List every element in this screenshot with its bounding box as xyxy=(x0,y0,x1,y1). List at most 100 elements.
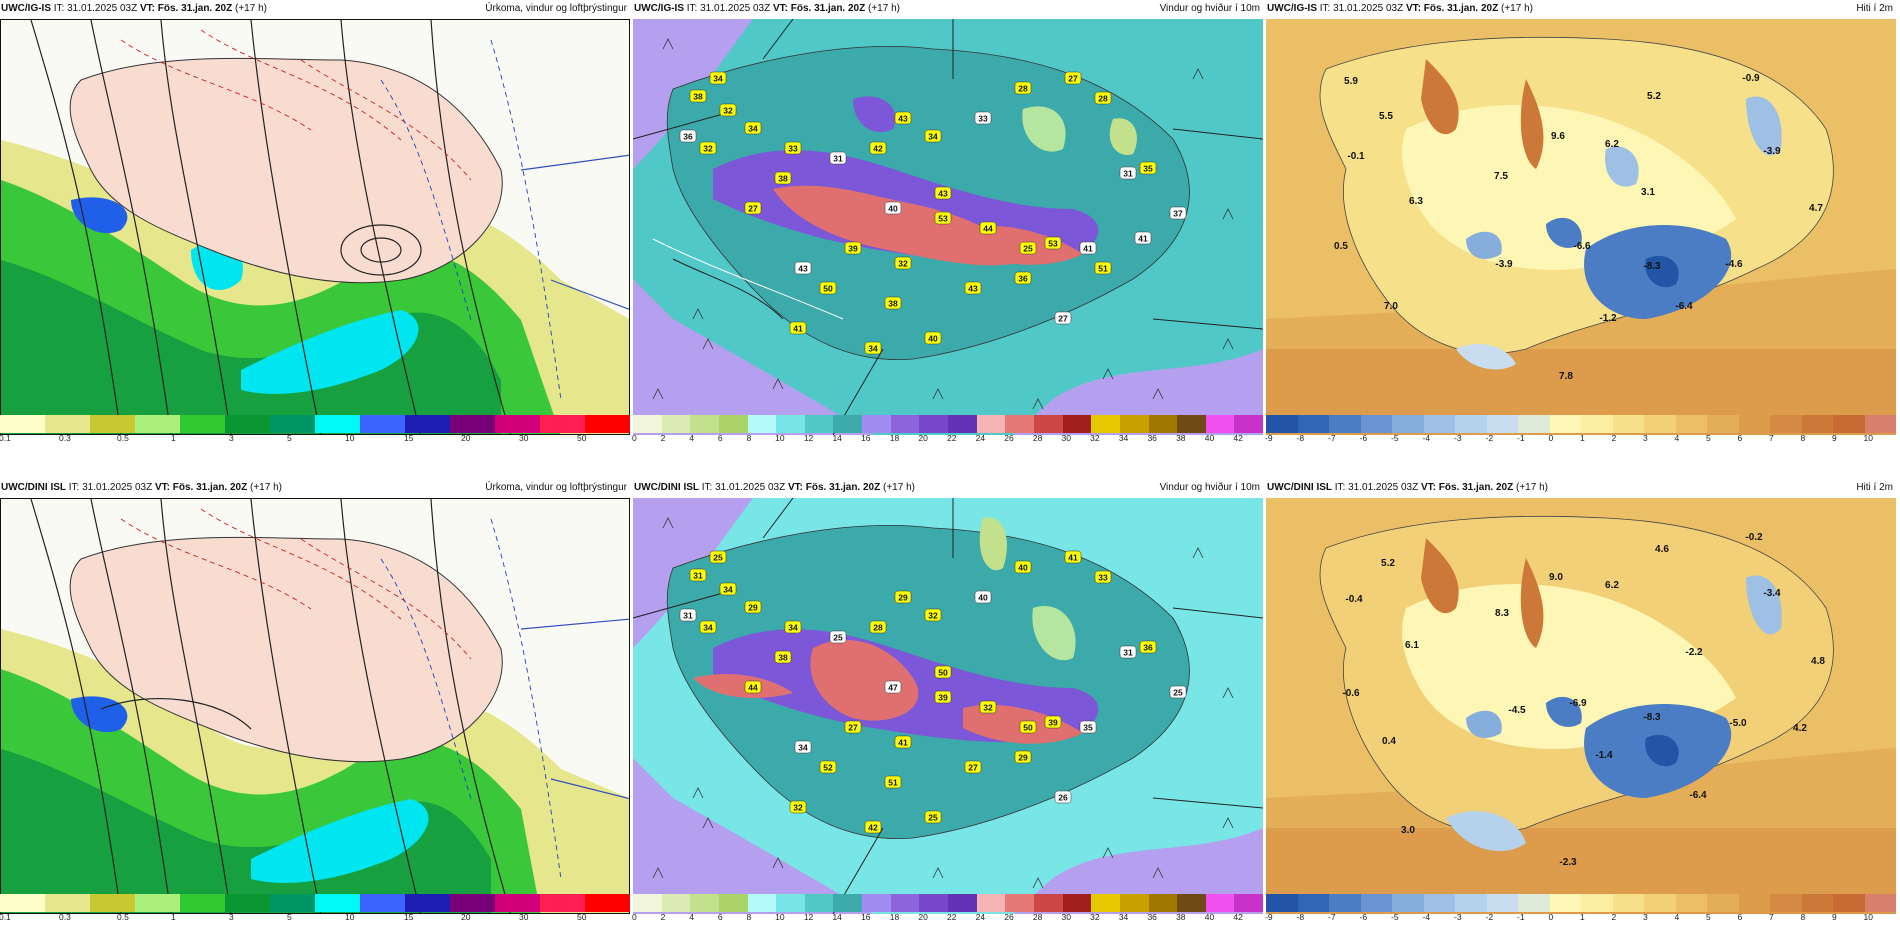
colorbar-tick: 20 xyxy=(461,433,471,443)
map-precip[interactable] xyxy=(0,498,630,914)
wind-label: 35 xyxy=(1083,723,1093,733)
temperature-label: -6.4 xyxy=(1675,301,1693,312)
colorbar-swatch xyxy=(1091,894,1120,912)
colorbar-swatch xyxy=(270,415,315,433)
colorbar-swatch xyxy=(1675,894,1707,912)
wind-label: 31 xyxy=(833,154,843,164)
wind-label-box xyxy=(894,111,912,125)
wind-label: 43 xyxy=(798,264,808,274)
wind-label: 40 xyxy=(978,593,988,603)
colorbar-tick: 3 xyxy=(1643,912,1648,922)
colorbar-swatch xyxy=(948,415,977,433)
temperature-label: -8.3 xyxy=(1643,712,1661,723)
colorbar-tick: 2 xyxy=(660,912,666,922)
colorbar-tick: 4 xyxy=(1674,433,1680,443)
panel-wind-dini: UWC/DINI ISL IT: 31.01.2025 03Z VT: Fös.… xyxy=(632,479,1264,941)
wind-label-box xyxy=(1139,161,1157,175)
colorbar-swatch xyxy=(135,415,180,433)
colorbar-swatch xyxy=(315,415,360,433)
colorbar-swatch xyxy=(1392,894,1424,912)
wind-label: 33 xyxy=(1098,573,1108,583)
valid-time: Fös. 31.jan. 20Z xyxy=(172,482,248,493)
map-wind[interactable]: 25 31 34 31 29 34 34 25 28 29 32 40 40 41 33 31 36 38 44 47… xyxy=(633,498,1263,914)
colorbar-tick: 4 xyxy=(689,433,694,443)
colorbar-tick: 0.5 xyxy=(117,433,129,443)
wind-label: 29 xyxy=(1018,753,1028,763)
colorbar-tick: 16 xyxy=(861,433,871,443)
temperature-label: 7.5 xyxy=(1494,171,1508,182)
colorbar-tick: 30 xyxy=(519,912,529,922)
colorbar-tick: 3 xyxy=(229,433,234,443)
wind-label-box xyxy=(789,321,807,335)
panel-temp-igis: UWC/IG-IS IT: 31.01.2025 03Z VT: Fös. 31… xyxy=(1265,0,1896,462)
wind-label: 32 xyxy=(703,144,713,154)
wind-label-box xyxy=(1014,560,1032,574)
colorbar-swatch xyxy=(1549,415,1581,433)
wind-label-box xyxy=(744,201,762,215)
valid-time: Fös. 31.jan. 20Z xyxy=(1423,3,1499,14)
colorbar-tick: 36 xyxy=(1147,912,1157,922)
colorbar-swatch xyxy=(405,415,450,433)
map-wind[interactable]: 34 38 32 36 34 32 33 31 42 43 34 33 28 27 28 31 35 38 27 40… xyxy=(633,19,1263,435)
wind-label: 50 xyxy=(938,668,948,678)
colorbar-tick: 6 xyxy=(717,433,723,443)
wind-label-box xyxy=(884,775,902,789)
colorbar-swatch xyxy=(747,415,777,433)
wind-label-box xyxy=(794,261,812,275)
temperature-label: 5.9 xyxy=(1344,76,1358,87)
wind-label-box xyxy=(979,700,997,714)
wind-label-box xyxy=(894,590,912,604)
wind-label: 34 xyxy=(928,132,938,142)
temperature-label: 4.2 xyxy=(1793,723,1807,734)
colorbar-swatch xyxy=(1177,415,1206,433)
colorbar-tick: 30 xyxy=(1061,912,1071,922)
temperature-label: 6.2 xyxy=(1605,580,1619,591)
temperature-label: 5.5 xyxy=(1379,111,1393,122)
wind-label: 34 xyxy=(868,344,878,354)
wind-label-box xyxy=(924,810,942,824)
wind-label-box xyxy=(894,256,912,270)
colorbar-swatch xyxy=(747,894,777,912)
colorbar-swatch xyxy=(1801,894,1833,912)
colorbar-tick: 50 xyxy=(577,433,587,443)
valid-time: Fös. 31.jan. 20Z xyxy=(805,482,881,493)
colorbar-tick: 26 xyxy=(1004,433,1014,443)
colorbar-tick: 0.1 xyxy=(0,433,11,443)
colorbar xyxy=(1266,894,1896,912)
map-temperature[interactable]: 5.2 -0.4 9.0 6.2 4.6 -0.2 -3.4 8.3 6.1 -2.2 4.8 -0.… xyxy=(1266,498,1896,914)
colorbar-swatch xyxy=(90,415,135,433)
model-name: UWC/IG-IS xyxy=(1267,3,1317,14)
wind-label: 36 xyxy=(1018,274,1028,284)
map-temperature[interactable]: 5.9 5.5 -0.1 7.5 6.3 0.5 9.6 6.2 5.2 -0.9 -3.9 3.1 4… xyxy=(1266,19,1896,435)
colorbar-swatch xyxy=(1612,415,1644,433)
colorbar-tick: 20 xyxy=(461,912,471,922)
wind-label: 44 xyxy=(748,683,758,693)
colorbar-tick: 8 xyxy=(1800,433,1806,443)
colorbar-swatch xyxy=(919,415,949,433)
colorbar-swatch xyxy=(1005,415,1034,433)
temperature-label: 5.2 xyxy=(1647,91,1661,102)
wind-label-box xyxy=(844,241,862,255)
colorbar-swatch xyxy=(585,415,630,433)
colorbar-tick: -1 xyxy=(1517,912,1525,922)
colorbar-tick: 6 xyxy=(717,912,723,922)
colorbar-tick: 42 xyxy=(1233,433,1243,443)
wind-label: 39 xyxy=(1048,718,1058,728)
wind-label-box xyxy=(1119,645,1137,659)
wind-label-box xyxy=(974,111,992,125)
temperature-label: 7.8 xyxy=(1559,371,1573,382)
temperature-label: 3.1 xyxy=(1641,187,1655,198)
wind-label: 34 xyxy=(713,74,723,84)
colorbar-swatch xyxy=(1644,894,1676,912)
wind-label-box xyxy=(719,582,737,596)
wind-label: 39 xyxy=(848,244,858,254)
temperature-label: 8.3 xyxy=(1495,608,1509,619)
wind-label-box xyxy=(699,141,717,155)
map-precip[interactable] xyxy=(0,19,630,435)
colorbar-tick: 2 xyxy=(1611,433,1617,443)
colorbar-tick: -6 xyxy=(1359,912,1368,922)
colorbar-swatch xyxy=(1177,894,1206,912)
colorbar-tick: 12 xyxy=(803,433,814,443)
temperature-label: -0.6 xyxy=(1342,688,1360,699)
colorbar-swatch xyxy=(1119,415,1149,433)
